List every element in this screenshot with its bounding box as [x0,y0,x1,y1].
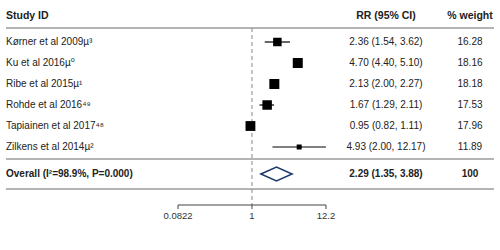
separator [6,28,494,29]
x-tick [251,205,252,209]
x-tick [178,205,179,209]
forest-chart: Study ID RR (95% CI) % weight Kørner et al … [0,0,500,250]
rr-label: 4.70 (4.40, 5.10) [349,57,422,68]
rr-label: 4.93 (2.00, 12.17) [347,141,426,152]
overall-weight-label: 100 [462,168,479,179]
study-marker [262,100,271,109]
study-label: Kørner et al 2009µ³ [6,36,93,47]
weight-label: 18.18 [457,78,482,89]
weight-label: 11.89 [458,141,483,152]
study-label: Tapiainen et al 2017⁴⁸ [6,120,104,131]
column-header: RR (95% CI) [356,9,416,21]
study-marker [297,145,302,150]
study-label: Ku et al 2016µ⁰ [6,57,75,68]
x-tick [326,205,327,209]
x-tick-label: 12.2 [317,210,336,221]
weight-label: 18.16 [457,57,482,68]
x-tick-label: 1 [249,210,254,221]
study-label: Zilkens et al 2014µ² [6,141,94,152]
reference-line [251,28,252,205]
weight-label: 17.96 [457,120,482,131]
x-tick-label: 0.0822 [163,210,192,221]
column-header: Study ID [6,9,49,21]
overall-rr-label: 2.29 (1.35, 3.88) [349,168,422,179]
overall-label: Overall (I²=98.9%, P=0.000) [6,168,133,179]
study-marker [246,121,256,131]
column-header: % weight [447,9,493,21]
separator [6,159,494,160]
rr-label: 2.36 (1.54, 3.62) [349,36,422,47]
study-marker [273,38,281,46]
rr-label: 1.67 (1.29, 2.11) [350,99,423,110]
weight-label: 16.28 [457,36,482,47]
separator [6,189,494,190]
rr-label: 2.13 (2.00, 2.27) [349,78,422,89]
study-label: Ribe et al 2015µ¹ [6,78,83,89]
plot-area [246,28,326,205]
study-label: Rohde et al 2016⁴⁹ [6,99,91,110]
overall-diamond [261,167,292,181]
study-marker [293,58,303,68]
weight-label: 17.53 [457,99,482,110]
rr-label: 0.95 (0.82, 1.11) [350,120,423,131]
study-marker [269,79,279,89]
